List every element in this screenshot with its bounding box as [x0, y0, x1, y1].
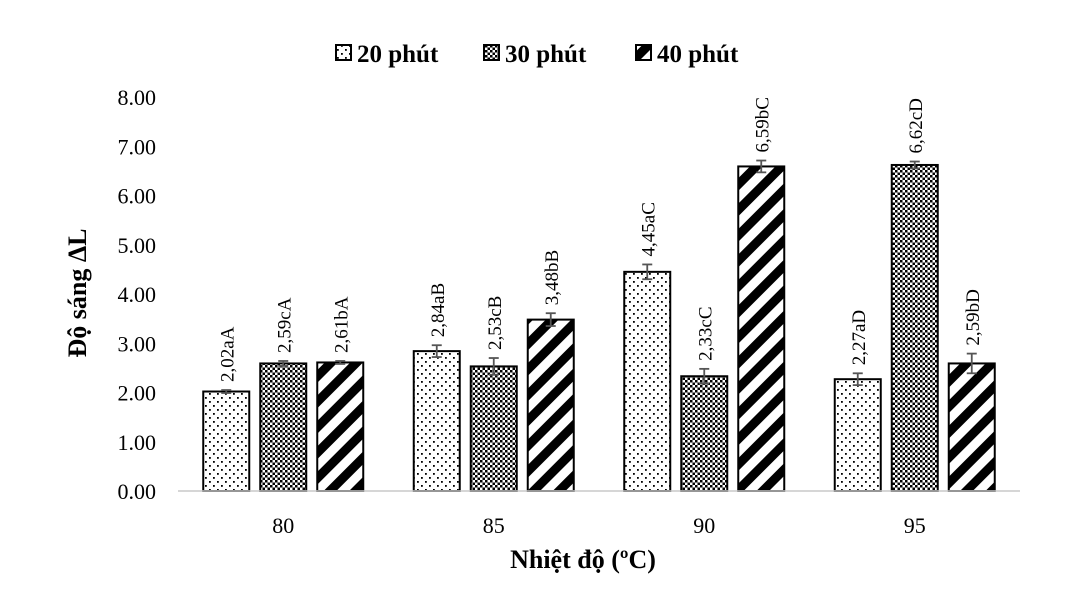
- y-tick-label: 6.00: [118, 184, 157, 209]
- y-axis: 0.00 1.00 2.00 3.00 4.00 5.00 6.00 7.00 8.00: [118, 85, 157, 504]
- bar: [259, 362, 308, 493]
- data-label: 2,27aD: [849, 310, 870, 365]
- data-label: 2,59cA: [274, 297, 295, 353]
- x-tick-label: 85: [483, 513, 505, 538]
- error-bar: [545, 312, 556, 327]
- plot-area: 2,02aA 2,59cA 2,61bA 2,84aB 2,53cB 3,48bB 4,45…: [202, 97, 996, 493]
- legend-label: 40 phút: [657, 41, 739, 68]
- error-bar: [909, 160, 920, 170]
- data-label: 4,45aC: [638, 202, 659, 256]
- y-tick-label: 1.00: [118, 430, 157, 455]
- data-label: 2,02aA: [217, 326, 238, 382]
- legend-swatch: [635, 44, 652, 61]
- error-bar: [278, 360, 289, 367]
- error-bar: [431, 344, 442, 358]
- bar: [833, 378, 882, 493]
- legend-label: 30 phút: [505, 41, 587, 68]
- y-tick-label: 0.00: [118, 479, 157, 504]
- y-tick-label: 4.00: [118, 282, 157, 307]
- data-label: 2,33cC: [695, 307, 716, 361]
- error-bar: [756, 159, 767, 174]
- legend-swatch: [483, 44, 500, 61]
- error-bar: [642, 263, 653, 281]
- y-tick-label: 8.00: [118, 85, 157, 110]
- legend-item: 30 phút: [483, 41, 587, 68]
- data-label: 2,59bD: [963, 289, 984, 345]
- data-label: 3,48bB: [542, 250, 563, 305]
- data-label: 2,61bA: [331, 296, 352, 353]
- y-tick-label: 2.00: [118, 381, 157, 406]
- bar: [737, 165, 786, 492]
- bar: [412, 350, 461, 492]
- legend-item: 20 phút: [335, 41, 439, 68]
- legend-label: 20 phút: [357, 41, 439, 68]
- data-label: 2,53cB: [485, 296, 506, 350]
- x-axis: 80 85 90 95: [178, 490, 1020, 538]
- bar: [469, 365, 518, 492]
- y-axis-title: Độ sáng ΔL: [63, 229, 92, 358]
- data-label: 6,59bC: [752, 97, 773, 152]
- x-axis-title: Nhiệt độ (ºC): [510, 545, 656, 574]
- bar: [890, 163, 939, 492]
- y-tick-label: 7.00: [118, 134, 157, 159]
- bar: [947, 362, 996, 493]
- bar: [526, 318, 575, 492]
- error-bar: [488, 357, 499, 376]
- error-bar: [852, 372, 863, 387]
- x-tick-label: 80: [272, 513, 294, 538]
- error-bar: [221, 389, 232, 394]
- bar: [680, 375, 729, 492]
- bar: [316, 361, 365, 492]
- x-tick-label: 95: [904, 513, 926, 538]
- error-bar: [335, 360, 346, 365]
- y-tick-label: 5.00: [118, 233, 157, 258]
- data-label: 2,84aB: [428, 283, 449, 337]
- x-tick-label: 90: [693, 513, 715, 538]
- bar: [623, 270, 672, 492]
- data-label: 6,62cD: [906, 98, 927, 153]
- error-bar: [966, 352, 977, 375]
- bar: [202, 390, 251, 493]
- legend: 20 phút 30 phút 40 phút: [335, 41, 739, 68]
- error-bar: [699, 367, 710, 385]
- y-tick-label: 3.00: [118, 331, 157, 356]
- legend-swatch: [335, 44, 352, 61]
- legend-item: 40 phút: [635, 41, 739, 68]
